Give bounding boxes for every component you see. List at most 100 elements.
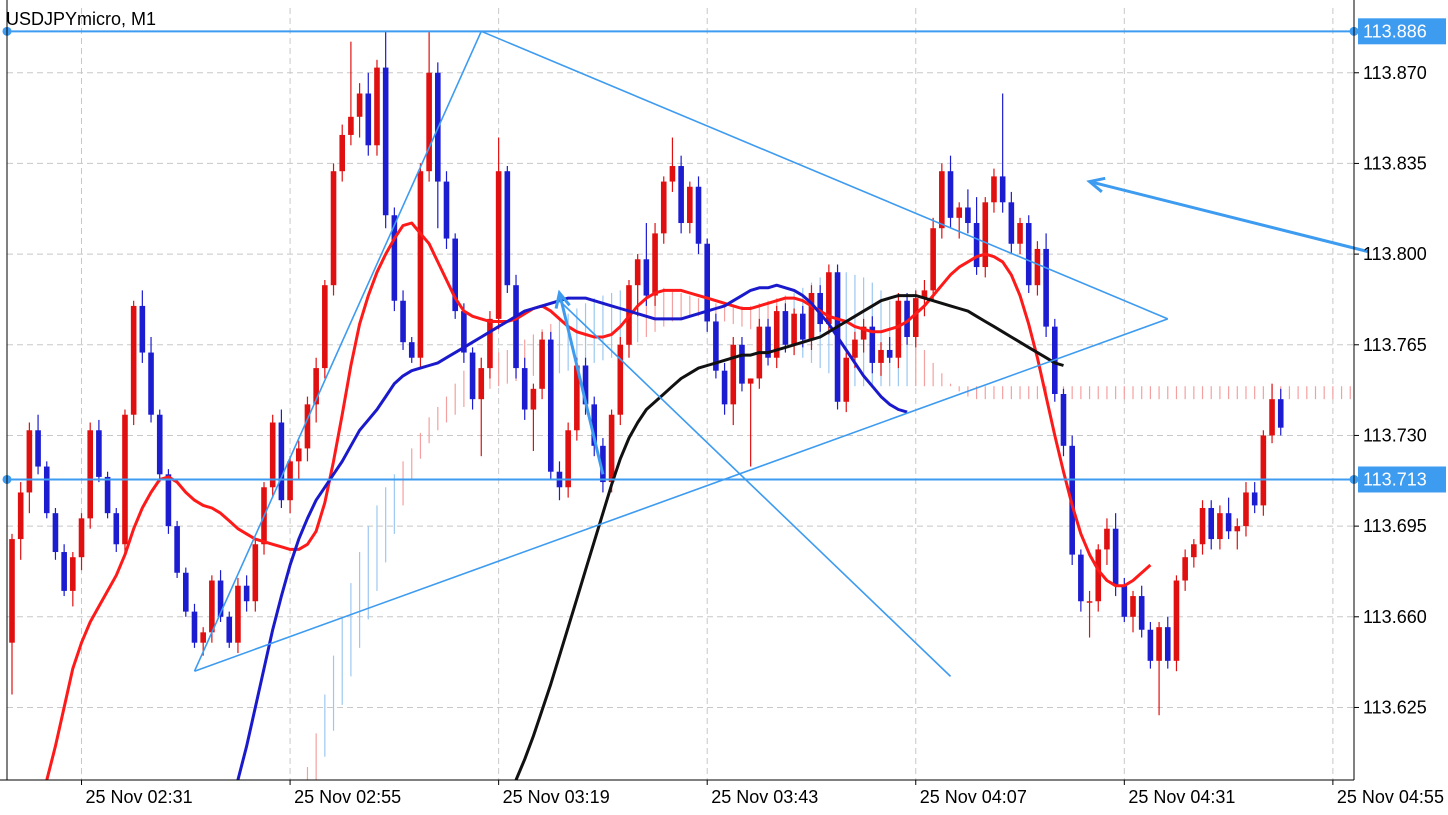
candle-bear[interactable] (782, 311, 789, 345)
candle-bull[interactable] (730, 344, 737, 405)
candle-bull[interactable] (921, 290, 928, 299)
candle-bear[interactable] (1078, 554, 1084, 602)
candle-bull[interactable] (287, 461, 293, 501)
candle-bull[interactable] (1260, 435, 1267, 506)
candle-bull[interactable] (313, 368, 319, 405)
drawing-objects[interactable]: 113.886 113.713 (2, 18, 1447, 677)
candle-bull[interactable] (200, 632, 206, 643)
candle-bear[interactable] (1112, 528, 1119, 586)
trend-line[interactable] (480, 30, 1169, 320)
candle-bull[interactable] (991, 176, 997, 203)
candle-bear[interactable] (452, 238, 458, 312)
candle-bull[interactable] (78, 518, 85, 558)
candle-bull[interactable] (304, 404, 311, 449)
candle-bear[interactable] (1138, 596, 1145, 630)
candle-bear[interactable] (600, 445, 606, 483)
candle-bull[interactable] (939, 171, 945, 229)
candle-bear[interactable] (643, 259, 650, 296)
candle-bull[interactable] (617, 344, 624, 415)
candle-bear[interactable] (547, 339, 554, 472)
candle-bull[interactable] (982, 202, 989, 268)
candle-bear[interactable] (443, 181, 450, 239)
candle-bear[interactable] (1251, 492, 1258, 506)
candle-bull[interactable] (912, 298, 919, 338)
candle-bull[interactable] (1191, 544, 1197, 558)
candle-bear[interactable] (504, 171, 511, 286)
arrow-head[interactable] (1086, 176, 1106, 193)
candle-bull[interactable] (773, 311, 780, 358)
candle-bull[interactable] (852, 339, 858, 358)
candle-bear[interactable] (35, 430, 41, 467)
candle-bear[interactable] (469, 352, 476, 400)
arrow-line[interactable] (1089, 180, 1369, 253)
candle-bear[interactable] (721, 370, 728, 405)
candle-bear[interactable] (1121, 585, 1128, 617)
candle-bull[interactable] (669, 166, 676, 182)
candle-bull[interactable] (791, 313, 797, 345)
candle-bull[interactable] (1095, 549, 1102, 602)
candle-bull[interactable] (843, 357, 850, 402)
candle-bull[interactable] (634, 259, 641, 286)
candle-bull[interactable] (574, 365, 580, 431)
candle-bear[interactable] (765, 326, 771, 358)
candle-bull[interactable] (1182, 557, 1188, 581)
candle-bull[interactable] (539, 339, 545, 389)
candle-bull[interactable] (895, 300, 902, 358)
candle-bear[interactable] (165, 474, 172, 527)
candle-bull[interactable] (1243, 492, 1249, 527)
candle-bull[interactable] (1086, 601, 1093, 603)
candle-bull[interactable] (1017, 223, 1023, 244)
candle-bear[interactable] (191, 611, 198, 643)
candle-bull[interactable] (808, 292, 815, 340)
arrow-head[interactable] (554, 289, 571, 309)
candle-bear[interactable] (43, 466, 50, 514)
candle-bear[interactable] (1043, 248, 1049, 327)
candle-bull[interactable] (87, 430, 94, 519)
candle-bear[interactable] (678, 166, 684, 224)
candle-bear[interactable] (391, 215, 398, 301)
candle-bear[interactable] (365, 93, 372, 146)
candle-bull[interactable] (608, 414, 615, 483)
candle-bear[interactable] (278, 422, 285, 501)
candle-bull[interactable] (70, 557, 76, 591)
candle-bull[interactable] (339, 134, 346, 172)
candle-bull[interactable] (209, 580, 215, 633)
candle-bear[interactable] (1060, 394, 1067, 446)
candle-bear[interactable] (400, 300, 406, 343)
candle-bear[interactable] (704, 243, 710, 322)
candle-bear[interactable] (148, 352, 154, 415)
candle-bull[interactable] (1130, 596, 1136, 617)
candle-bull[interactable] (9, 539, 15, 643)
candle-bull[interactable] (17, 492, 24, 540)
candle-bear[interactable] (217, 580, 224, 617)
candle-bear[interactable] (869, 326, 876, 363)
candle-bull[interactable] (860, 326, 867, 340)
candle-bear[interactable] (1008, 202, 1015, 244)
candle-bear[interactable] (817, 292, 823, 325)
trend-line[interactable] (194, 318, 1169, 672)
candle-bull[interactable] (565, 430, 571, 488)
candle-bear[interactable] (591, 404, 598, 446)
candle-bull[interactable] (252, 544, 259, 602)
candle-bear[interactable] (695, 186, 702, 244)
candle-bull[interactable] (356, 93, 363, 117)
candle-bear[interactable] (713, 321, 719, 371)
candle-bear[interactable] (1164, 627, 1171, 661)
trend-line[interactable] (193, 30, 482, 672)
candle-bear[interactable] (799, 313, 806, 340)
candle-bear[interactable] (104, 476, 111, 514)
candle-bear[interactable] (513, 285, 519, 369)
candle-bull[interactable] (878, 349, 884, 363)
arrow-line[interactable] (558, 292, 605, 475)
candle-bear[interactable] (886, 349, 893, 358)
candle-bear[interactable] (139, 305, 146, 353)
candle-bull[interactable] (322, 285, 328, 369)
candle-bull[interactable] (1173, 580, 1180, 661)
candle-bull[interactable] (1156, 627, 1162, 661)
candle-bear[interactable] (183, 572, 189, 612)
candle-bear[interactable] (521, 368, 528, 410)
candle-bull[interactable] (687, 186, 693, 224)
candle-bull[interactable] (330, 171, 337, 286)
